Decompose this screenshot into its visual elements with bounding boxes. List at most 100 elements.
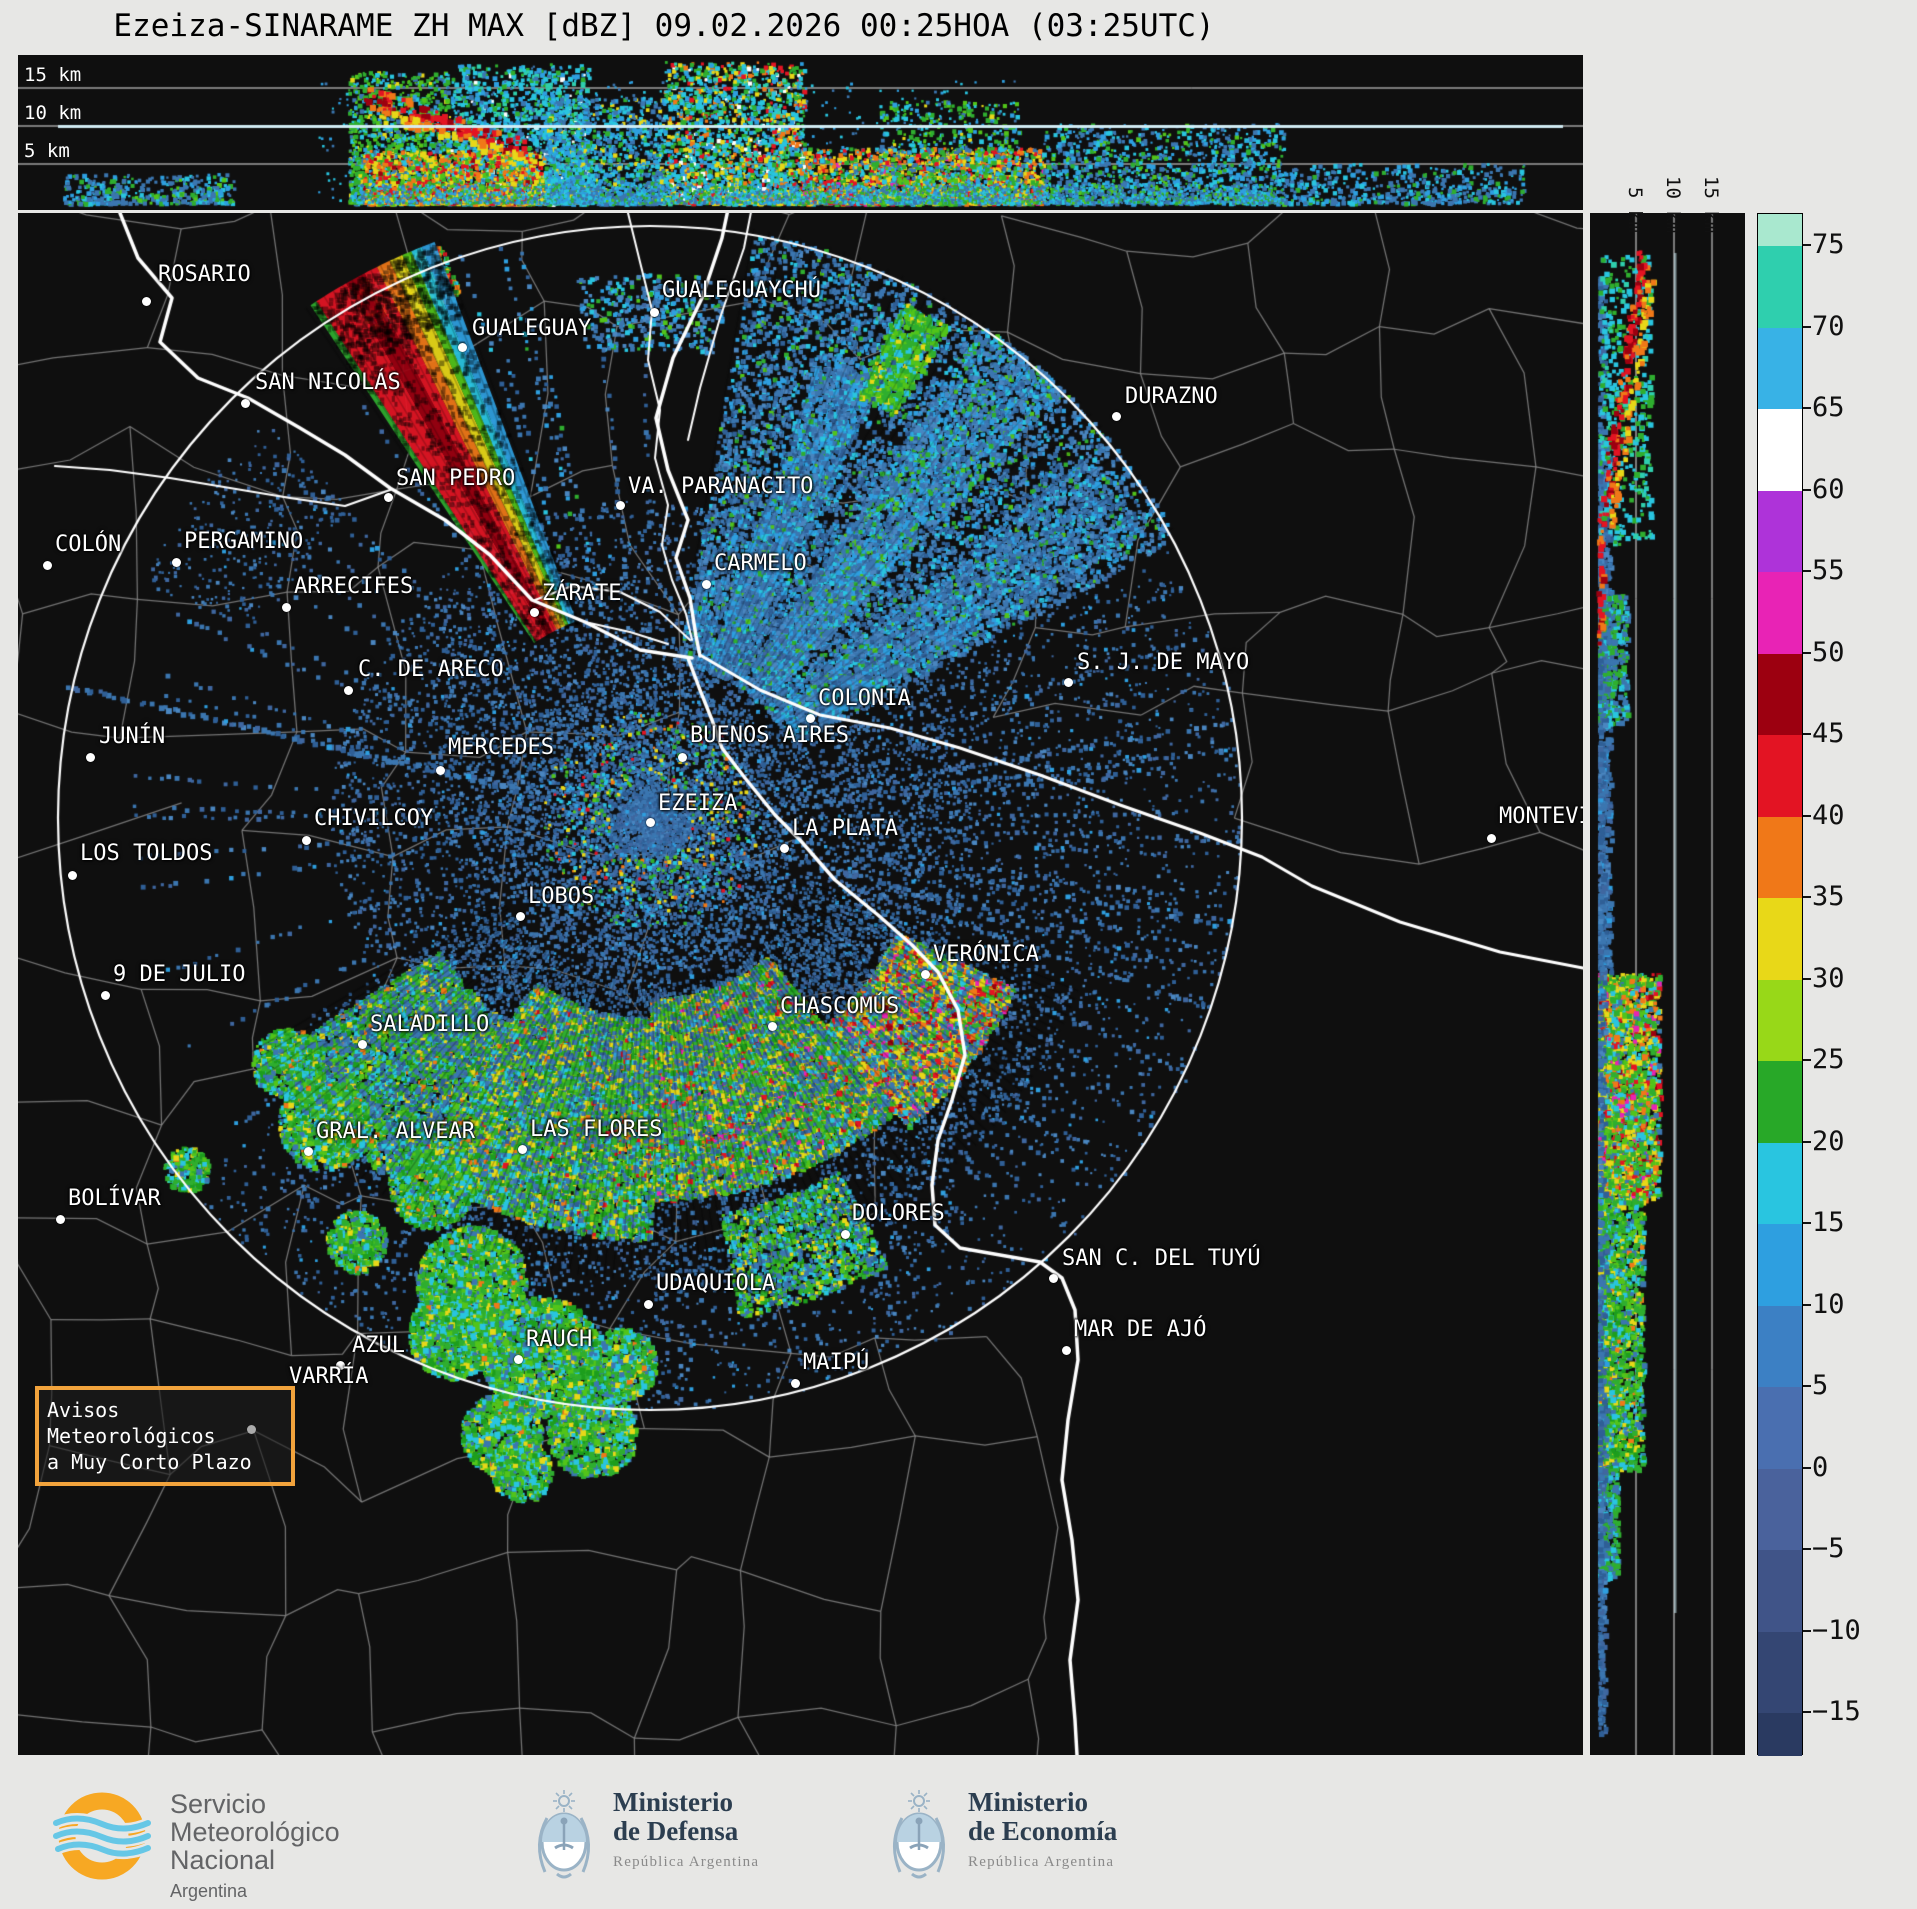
city-dot	[806, 714, 815, 723]
cross-section-right-canvas	[1590, 213, 1745, 1755]
colorbar-tick	[1803, 325, 1811, 328]
colorbar-tick	[1803, 1711, 1811, 1713]
city-label: SAN PEDRO	[396, 466, 516, 491]
city-dot	[1062, 1346, 1071, 1355]
city-label: ROSARIO	[158, 262, 251, 287]
city-dot	[644, 1300, 653, 1309]
city-label: CHIVILCOY	[314, 806, 434, 831]
city-dot	[518, 1145, 527, 1154]
colorbar-tick	[1803, 896, 1811, 898]
city-dot	[1064, 678, 1073, 687]
colorbar-band	[1758, 1468, 1802, 1550]
dbz-colorbar	[1757, 213, 1803, 1756]
city-label: JUNÍN	[99, 724, 166, 749]
city-dot	[282, 603, 291, 612]
city-label: ZÁRATE	[542, 581, 622, 606]
city-dot	[646, 818, 655, 827]
colorbar-tick-label: 40	[1812, 799, 1845, 831]
city-dot	[702, 580, 711, 589]
colorbar-band	[1758, 246, 1802, 328]
city-dot	[791, 1379, 800, 1388]
city-dot	[142, 297, 151, 306]
defensa-line1: Ministerio	[613, 1787, 733, 1817]
colorbar-band	[1758, 1305, 1802, 1387]
colorbar-tick-label: 30	[1812, 962, 1845, 994]
city-dot	[458, 343, 467, 352]
defensa-sub: República Argentina	[613, 1854, 760, 1870]
city-dot	[304, 1147, 313, 1156]
city-label: ARRECIFES	[294, 574, 414, 599]
city-label: VA. PARANACITO	[628, 474, 814, 499]
city-dot	[768, 1022, 777, 1031]
city-label: MAR DE AJÓ	[1074, 1317, 1207, 1342]
colorbar-tick	[1803, 1548, 1811, 1550]
city-dot	[86, 753, 95, 762]
colorbar-tick	[1803, 1140, 1811, 1143]
colorbar-tick	[1803, 488, 1811, 491]
radar-map-panel: Avisos Meteorológicos a Muy Corto Plazo …	[18, 213, 1583, 1755]
colorbar-tick-label: −10	[1812, 1614, 1861, 1646]
smn-line4: Argentina	[170, 1881, 248, 1901]
ministerio-economia-logo: Ministerio de Economía República Argenti…	[880, 1788, 1117, 1879]
city-dot	[780, 844, 789, 853]
city-label: MAIPÚ	[803, 1350, 870, 1375]
height-axis-label-rotated: 5 km	[1624, 187, 1646, 233]
city-dot	[1112, 412, 1121, 421]
colorbar-band	[1758, 490, 1802, 572]
colorbar-tick-label: 65	[1812, 392, 1845, 423]
city-label: VERÓNICA	[933, 942, 1039, 967]
city-label: LAS FLORES	[530, 1117, 663, 1142]
colorbar-tick	[1803, 407, 1811, 409]
colorbar-tick	[1803, 1629, 1811, 1632]
city-dot	[68, 871, 77, 880]
coat-of-arms-economia-icon	[893, 1790, 945, 1879]
colorbar-tick-label: 50	[1812, 636, 1845, 668]
colorbar-tick-label: −15	[1812, 1696, 1861, 1727]
colorbar-tick	[1803, 1222, 1811, 1224]
colorbar-tick-label: 0	[1812, 1451, 1829, 1483]
colorbar-tick	[1803, 570, 1811, 572]
city-label: UDAQUIOLA	[656, 1271, 776, 1296]
colorbar-tick-label: −5	[1812, 1533, 1845, 1564]
colorbar-tick	[1803, 814, 1811, 817]
city-dot	[358, 1040, 367, 1049]
colorbar-tick-label: 55	[1812, 555, 1845, 586]
coat-of-arms-defensa-icon	[538, 1790, 590, 1879]
colorbar-tick-label: 25	[1812, 1044, 1845, 1075]
colorbar-band	[1758, 653, 1802, 735]
city-label: LA PLATA	[792, 816, 898, 841]
colorbar-band	[1758, 1387, 1802, 1469]
city-label: LOBOS	[528, 884, 595, 909]
city-label: MONTEVIDEO	[1499, 804, 1583, 829]
colorbar-tick-label: 60	[1812, 473, 1845, 505]
colorbar-band	[1758, 1550, 1802, 1632]
cross-section-top-canvas	[18, 55, 1583, 210]
smn-line1: Servicio	[170, 1789, 267, 1819]
cross-section-top-panel: 15 km 10 km 5 km	[18, 55, 1583, 210]
smn-logo-icon	[52, 1792, 152, 1880]
colorbar-band	[1758, 327, 1802, 409]
city-label: CHASCOMÚS	[780, 994, 900, 1019]
city-label: GUALEGUAY	[472, 316, 592, 341]
colorbar-band	[1758, 1061, 1802, 1143]
footer: Servicio Meteorológico Nacional Argentin…	[0, 1760, 1917, 1909]
colorbar-band	[1758, 735, 1802, 817]
city-label: 9 DE JULIO	[113, 962, 246, 987]
colorbar-band	[1758, 898, 1802, 980]
colorbar-tick-label: 5	[1812, 1370, 1829, 1401]
colorbar-band	[1758, 214, 1802, 246]
city-label: RAUCH	[526, 1327, 593, 1352]
city-dot	[436, 766, 445, 775]
city-dot	[302, 836, 311, 845]
city-label: LOS TOLDOS	[80, 841, 213, 866]
city-label: AZUL	[352, 1333, 405, 1358]
city-label: BOLÍVAR	[68, 1186, 161, 1211]
city-dot	[344, 686, 353, 695]
radar-map-canvas	[18, 213, 1583, 1755]
colorbar-tick	[1803, 733, 1811, 735]
colorbar-tick	[1803, 977, 1811, 980]
smn-line2: Meteorológico	[170, 1817, 340, 1847]
colorbar-band	[1758, 572, 1802, 654]
city-dot	[172, 558, 181, 567]
